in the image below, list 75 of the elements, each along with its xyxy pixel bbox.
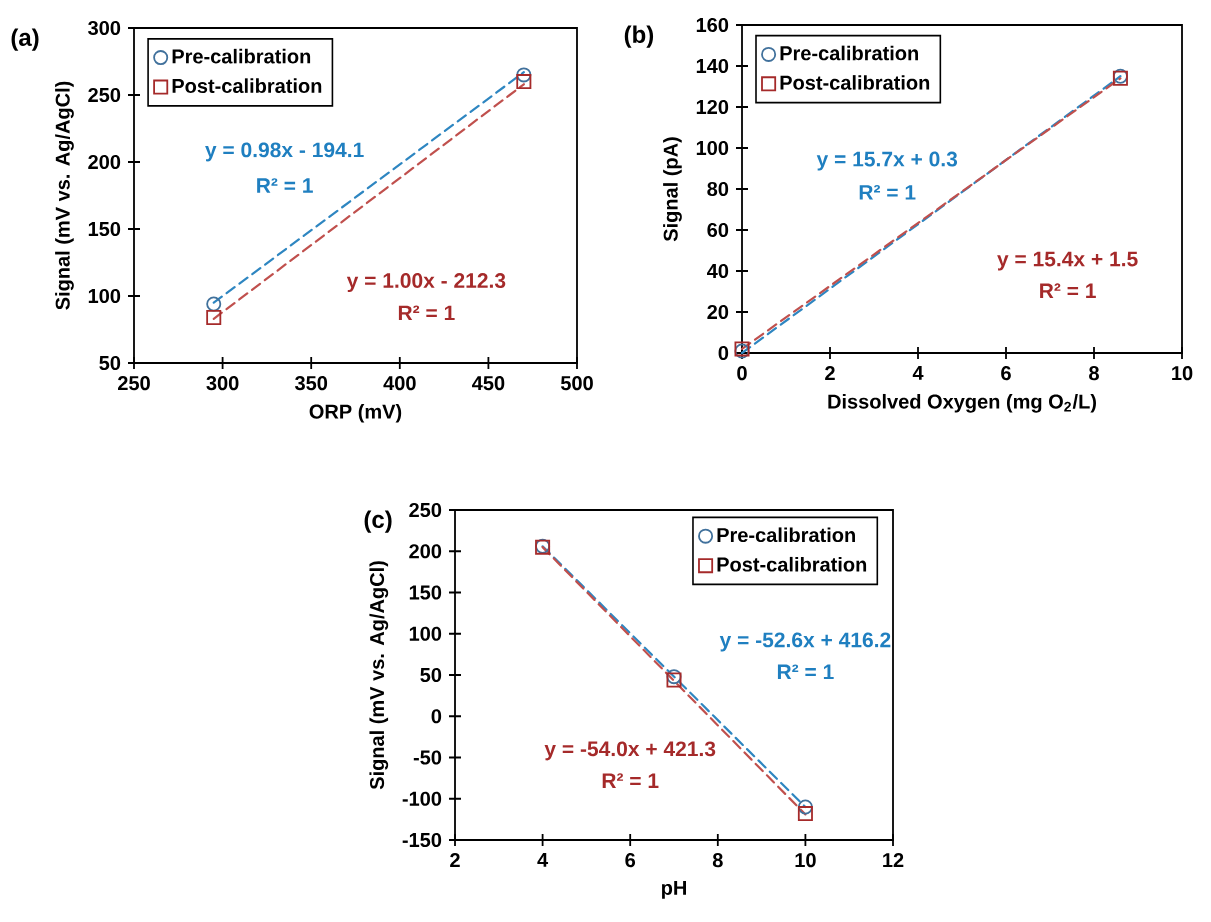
y-tick-label: -100: [402, 791, 442, 806]
y-tick-label: 0: [431, 709, 442, 724]
annotation: R² = 1: [602, 773, 659, 788]
y-tick-label: 50: [420, 667, 442, 683]
y-tick-label: 140: [696, 58, 729, 74]
x-tick-label: 4: [537, 853, 549, 867]
x-axis-title: ORP (mV): [309, 403, 402, 423]
y-tick-label: -150: [402, 832, 442, 848]
x-tick-label: 8: [712, 853, 723, 868]
y-tick-label: 40: [707, 263, 729, 279]
chart-title: (c): [364, 510, 392, 533]
annotation: R² = 1: [257, 178, 313, 193]
legend-label: Post-calibration: [172, 78, 322, 94]
y-axis-title: Signal (mV vs. Ag/AgCl): [55, 81, 74, 310]
y-tick-label: 60: [707, 222, 729, 238]
y-tick-label: 250: [409, 502, 442, 518]
annotation: y = -52.6x + 416.2: [719, 632, 891, 652]
y-axis-title: Signal (pA): [663, 137, 682, 242]
x-tick-label: 6: [1001, 366, 1011, 381]
legend-label: Post-calibration: [780, 75, 930, 90]
y-tick-label: 150: [88, 221, 121, 237]
point: [797, 799, 813, 815]
point: [206, 296, 222, 312]
legend-label: Pre-calibration: [172, 48, 311, 64]
x-tick-label: 2: [450, 853, 460, 868]
y-tick-label: 100: [696, 140, 729, 156]
x-tick-label: 450: [472, 376, 505, 391]
x-tick-label: 350: [294, 376, 328, 391]
annotation: y = 0.98x - 194.1: [205, 142, 364, 162]
annotation: R² = 1: [777, 664, 834, 680]
point: [206, 309, 222, 325]
x-tick-label: 0: [737, 366, 747, 381]
x-tick-label: 4: [912, 366, 924, 380]
y-axis-title: Signal (mV vs. Ag/AgCl): [369, 561, 389, 790]
annotation: y = 1.00x - 212.3: [346, 273, 506, 293]
legend-label: Pre-calibration: [780, 45, 918, 61]
annotation: y = -54.0x + 421.3: [544, 741, 716, 761]
point: [516, 67, 532, 83]
y-tick-label: 80: [707, 181, 729, 197]
x-tick-label: 6: [625, 853, 636, 868]
y-tick-label: 250: [88, 87, 121, 103]
x-tick-label: 500: [560, 376, 593, 391]
annotation: R² = 1: [859, 184, 916, 200]
x-axis-title: Dissolved Oxygen (mg O$_{2}$/L): [828, 393, 1096, 413]
x-tick-label: 8: [1089, 366, 1099, 381]
y-tick-label: 200: [409, 544, 442, 559]
y-tick-label: 150: [409, 585, 442, 600]
y-tick-label: -50: [413, 750, 442, 765]
y-tick-label: 200: [88, 154, 121, 170]
y-tick-label: 100: [409, 626, 442, 641]
y-tick-label: 100: [88, 288, 121, 304]
annotation: y = 15.7x + 0.3: [816, 151, 958, 171]
x-tick-label: 400: [383, 376, 416, 391]
x-tick-label: 10: [795, 853, 816, 868]
legend-label: Pre-calibration: [717, 527, 855, 543]
y-tick-label: 0: [718, 345, 729, 361]
y-tick-label: 20: [707, 304, 729, 320]
point: [516, 74, 532, 90]
point: [797, 806, 813, 822]
y-tick-label: 300: [88, 20, 121, 36]
y-tick-label: 120: [696, 99, 729, 115]
annotation: y = 15.4x + 1.5: [997, 251, 1138, 271]
x-tick-label: 250: [118, 376, 150, 391]
chart-title: (b): [624, 25, 654, 48]
y-tick-label: 160: [696, 17, 729, 33]
chart-title: (a): [11, 28, 39, 51]
x-tick-label: 300: [206, 376, 239, 391]
annotation: R² = 1: [1040, 283, 1096, 298]
annotation: R² = 1: [398, 305, 455, 321]
x-axis-title: pH: [661, 880, 686, 899]
x-tick-label: 12: [883, 853, 904, 868]
x-tick-label: 10: [1172, 366, 1193, 381]
legend-label: Post-calibration: [717, 556, 867, 572]
x-tick-label: 2: [825, 366, 835, 381]
y-tick-label: 50: [99, 355, 121, 371]
